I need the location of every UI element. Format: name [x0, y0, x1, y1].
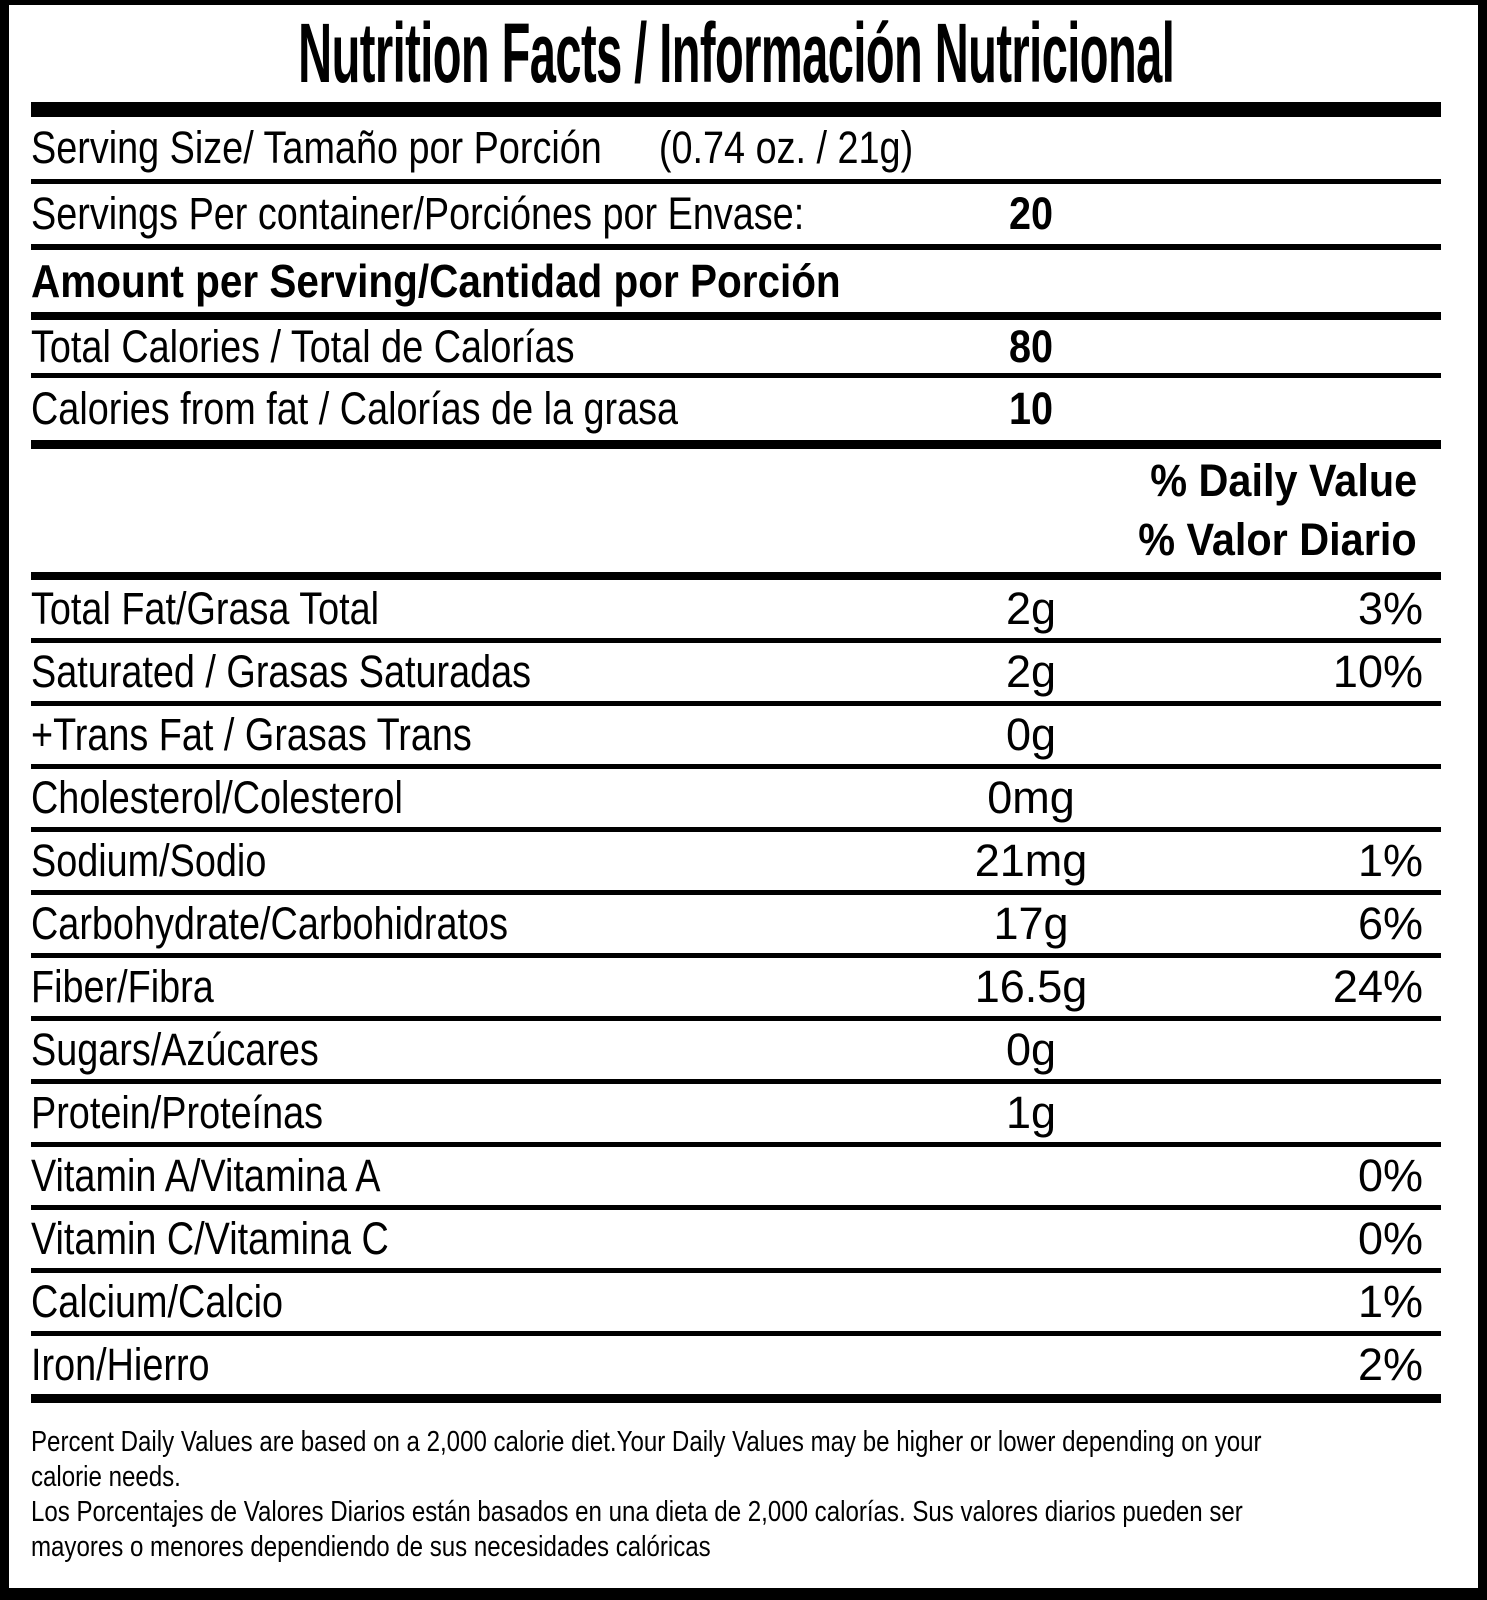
nutrient-amount: 0g: [1005, 1024, 1057, 1075]
servings-per-container-value: 20: [1008, 188, 1054, 239]
nutrient-amount: 16.5g: [974, 961, 1088, 1012]
total-calories-row: Total Calories / Total de Calorías 80: [31, 320, 1441, 378]
nutrient-label: Sugars/Azúcares: [31, 1024, 319, 1075]
serving-size-value: (0.74 oz. / 21g): [658, 122, 914, 173]
nutrient-label: Sodium/Sodio: [31, 835, 267, 886]
nutrient-row: Calcium/Calcio 1%: [31, 1273, 1441, 1336]
nutrient-row: Protein/Proteínas 1g: [31, 1084, 1441, 1147]
nutrient-amount: 2g: [1005, 583, 1057, 634]
footnote-en-line2: calorie needs.: [31, 1461, 181, 1493]
servings-per-container-row: Servings Per container/Porciónes por Env…: [31, 184, 1441, 250]
nutrient-daily-value: 24%: [1332, 961, 1423, 1012]
daily-value-header: % Daily Value % Valor Diario: [31, 449, 1441, 580]
nutrient-row: Vitamin C/Vitamina C 0%: [31, 1210, 1441, 1273]
nutrient-label: Protein/Proteínas: [31, 1087, 324, 1138]
nutrient-row: Saturated / Grasas Saturadas 2g 10%: [31, 643, 1441, 706]
nutrient-daily-value: 3%: [1357, 583, 1423, 634]
title-separator-bar: [31, 102, 1441, 117]
nutrient-amount: 2g: [1005, 646, 1057, 697]
label-title: Nutrition Facts / Información Nutriciona…: [297, 6, 1175, 100]
nutrient-label: Vitamin A/Vitamina A: [31, 1150, 381, 1201]
label-header: Nutrition Facts / Información Nutriciona…: [31, 5, 1441, 102]
nutrients-table: Total Fat/Grasa Total 2g 3% Saturated / …: [31, 580, 1441, 1403]
nutrient-label: Carbohydrate/Carbohidratos: [31, 898, 508, 949]
footnote-es-line1: Los Porcentajes de Valores Diarios están…: [31, 1496, 1243, 1528]
nutrient-label: Fiber/Fibra: [31, 961, 214, 1012]
nutrient-daily-value: 0%: [1357, 1150, 1423, 1201]
total-calories-value: 80: [1008, 320, 1054, 372]
nutrient-daily-value: 10%: [1332, 646, 1423, 697]
nutrient-amount: 21mg: [974, 835, 1088, 886]
nutrient-daily-value: 1%: [1357, 1276, 1423, 1327]
nutrient-daily-value: 0%: [1357, 1213, 1423, 1264]
nutrient-label: Saturated / Grasas Saturadas: [31, 646, 532, 697]
footnote-en-line1: Percent Daily Values are based on a 2,00…: [31, 1426, 1262, 1458]
total-calories-label: Total Calories / Total de Calorías: [31, 320, 575, 372]
nutrient-daily-value: 6%: [1357, 898, 1423, 949]
nutrient-row: Vitamin A/Vitamina A 0%: [31, 1147, 1441, 1210]
calories-from-fat-row: Calories from fat / Calorías de la grasa…: [31, 378, 1441, 449]
nutrient-row: Cholesterol/Colesterol 0mg: [31, 769, 1441, 832]
nutrient-label: Total Fat/Grasa Total: [31, 583, 380, 634]
amount-per-serving-row: Amount per Serving/Cantidad por Porción: [31, 250, 1441, 320]
nutrient-row: Carbohydrate/Carbohidratos 17g 6%: [31, 895, 1441, 958]
serving-size-row: Serving Size/ Tamaño por Porción (0.74 oz…: [31, 117, 1441, 184]
nutrient-label: Calcium/Calcio: [31, 1276, 284, 1327]
footnote-es-line2: mayores o menores dependiendo de sus nec…: [31, 1531, 711, 1563]
nutrient-label: Cholesterol/Colesterol: [31, 772, 403, 823]
daily-value-header-es: % Valor Diario: [1138, 513, 1417, 565]
amount-per-serving-heading: Amount per Serving/Cantidad por Porción: [31, 255, 841, 307]
nutrient-amount: 0g: [1005, 709, 1057, 760]
nutrient-amount: 1g: [1005, 1087, 1057, 1138]
nutrient-label: +Trans Fat / Grasas Trans: [31, 709, 472, 760]
daily-value-header-en: % Daily Value: [1150, 455, 1417, 507]
nutrient-amount: 0mg: [987, 772, 1075, 823]
calories-from-fat-value: 10: [1008, 383, 1054, 434]
serving-size-label: Serving Size/ Tamaño por Porción: [31, 122, 602, 173]
nutrient-row: Sodium/Sodio 21mg 1%: [31, 832, 1441, 895]
calories-from-fat-label: Calories from fat / Calorías de la grasa: [31, 383, 679, 434]
nutrient-row: Sugars/Azúcares 0g: [31, 1021, 1441, 1084]
nutrient-label: Vitamin C/Vitamina C: [31, 1213, 389, 1264]
servings-per-container-label: Servings Per container/Porciónes por Env…: [31, 188, 805, 239]
nutrient-daily-value: 1%: [1357, 835, 1423, 886]
nutrient-daily-value: 2%: [1357, 1339, 1423, 1390]
nutrient-amount: 17g: [993, 898, 1069, 949]
nutrient-row: +Trans Fat / Grasas Trans 0g: [31, 706, 1441, 769]
serving-size-line: Serving Size/ Tamaño por Porción (0.74 oz…: [31, 122, 913, 174]
nutrient-label: Iron/Hierro: [31, 1339, 210, 1390]
nutrient-row: Iron/Hierro 2%: [31, 1336, 1441, 1403]
nutrient-row: Total Fat/Grasa Total 2g 3%: [31, 580, 1441, 643]
nutrient-row: Fiber/Fibra 16.5g 24%: [31, 958, 1441, 1021]
footnotes: Percent Daily Values are based on a 2,00…: [31, 1425, 1441, 1565]
